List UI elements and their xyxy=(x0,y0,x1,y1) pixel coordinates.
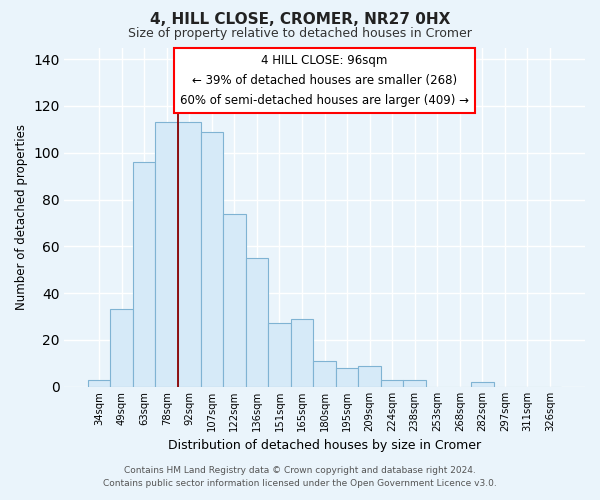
Bar xyxy=(291,319,313,386)
Text: 4 HILL CLOSE: 96sqm
← 39% of detached houses are smaller (268)
60% of semi-detac: 4 HILL CLOSE: 96sqm ← 39% of detached ho… xyxy=(180,54,469,108)
Bar xyxy=(268,324,291,386)
Bar xyxy=(223,214,245,386)
Bar xyxy=(110,310,133,386)
Bar xyxy=(403,380,426,386)
Bar xyxy=(178,122,200,386)
Bar xyxy=(88,380,110,386)
X-axis label: Distribution of detached houses by size in Cromer: Distribution of detached houses by size … xyxy=(168,440,481,452)
Bar xyxy=(336,368,358,386)
Text: Contains HM Land Registry data © Crown copyright and database right 2024.
Contai: Contains HM Land Registry data © Crown c… xyxy=(103,466,497,487)
Bar xyxy=(133,162,155,386)
Bar xyxy=(381,380,403,386)
Bar xyxy=(200,132,223,386)
Text: 4, HILL CLOSE, CROMER, NR27 0HX: 4, HILL CLOSE, CROMER, NR27 0HX xyxy=(150,12,450,28)
Bar xyxy=(155,122,178,386)
Y-axis label: Number of detached properties: Number of detached properties xyxy=(15,124,28,310)
Bar xyxy=(358,366,381,386)
Text: Size of property relative to detached houses in Cromer: Size of property relative to detached ho… xyxy=(128,28,472,40)
Bar xyxy=(471,382,494,386)
Bar xyxy=(245,258,268,386)
Bar xyxy=(313,361,336,386)
